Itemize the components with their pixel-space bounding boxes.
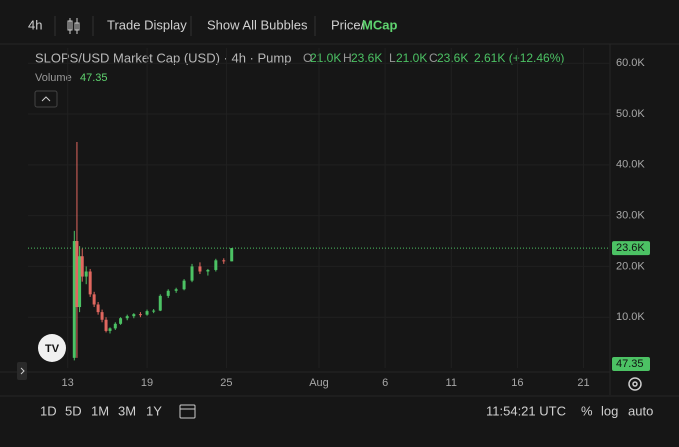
x-tick-label: 11 [446, 377, 457, 389]
volume-label-box [612, 357, 650, 371]
ohlc-l: L [389, 51, 396, 65]
log-button[interactable]: log [601, 403, 618, 418]
candle-body [72, 241, 76, 358]
range-button[interactable]: 3M [118, 403, 136, 418]
expand-icon [20, 367, 25, 375]
volume-value: 47.35 [80, 72, 108, 84]
settings-icon[interactable] [628, 377, 642, 391]
candle-body [108, 328, 112, 331]
y-tick-label: 10.0K [616, 311, 645, 323]
chevron-icon [41, 96, 51, 102]
y-tick-label: 20.0K [616, 260, 645, 272]
volume-label: Volume [35, 72, 72, 84]
candle-body [230, 248, 234, 262]
candle-body [92, 294, 96, 305]
price-label: 23.6K [616, 242, 645, 254]
tv-logo: TV [38, 334, 66, 362]
candle-body [119, 318, 123, 324]
candle-body [222, 260, 226, 262]
x-tick-label: 6 [382, 377, 388, 389]
x-tick-label: 16 [511, 377, 523, 389]
x-tick-label: 13 [62, 377, 74, 389]
volume-axis-label: 47.35 [616, 358, 644, 370]
bubbles-button[interactable]: Show All Bubbles [207, 17, 308, 32]
y-tick-label: 30.0K [616, 210, 645, 222]
ohlc-h: H [343, 51, 352, 65]
collapse-button[interactable] [34, 90, 58, 108]
price-toggle[interactable]: Price/ [331, 17, 365, 32]
candle-body [190, 266, 194, 281]
interval-button[interactable]: 4h [28, 17, 42, 32]
ohlc-o: O [303, 51, 312, 65]
ohlc-open: 21.0K [310, 51, 341, 65]
x-tick-label: 21 [577, 377, 589, 389]
auto-button[interactable]: auto [628, 403, 653, 418]
y-tick-label: 40.0K [616, 159, 645, 171]
ohlc-c: C [429, 51, 438, 65]
candle-body [198, 266, 202, 272]
candle-body [214, 260, 218, 270]
mcap-toggle[interactable]: MCap [362, 17, 397, 32]
x-tick-label: 25 [220, 377, 232, 389]
candle-body [182, 280, 186, 290]
candle-body [78, 256, 82, 308]
percent-button[interactable]: % [581, 403, 593, 418]
candle-body [113, 323, 117, 329]
x-tick-label: 19 [141, 377, 153, 389]
candle-body [104, 319, 108, 331]
x-tick-label: Aug [309, 377, 329, 389]
candle-body [88, 271, 92, 295]
svg-text:TV: TV [45, 343, 60, 355]
candle-body [206, 269, 210, 272]
candle-body [75, 241, 79, 308]
candle-body [125, 316, 129, 319]
candle-body [132, 314, 136, 317]
price-label-box [612, 241, 650, 256]
range-button[interactable]: 1M [91, 403, 109, 418]
candle-body [166, 290, 170, 296]
ohlc-high: 23.6K [351, 51, 382, 65]
chart-title: SLOPS/USD Market Cap (USD) · 4h · Pump [35, 50, 291, 65]
ohlc-low: 21.0K [396, 51, 427, 65]
ohlc-change: 2.61K (+12.46%) [474, 51, 564, 65]
ohlc-close: 23.6K [437, 51, 468, 65]
candle-body [96, 304, 100, 313]
calendar-icon[interactable] [179, 404, 196, 419]
y-tick-label: 60.0K [616, 57, 645, 69]
y-tick-label: 50.0K [616, 108, 645, 120]
range-button[interactable]: 1D [40, 403, 57, 418]
candle-body [158, 295, 162, 311]
expand-button[interactable] [17, 362, 27, 380]
range-button[interactable]: 5D [65, 403, 82, 418]
candle-body [174, 289, 178, 291]
candle-body [138, 314, 142, 316]
trade-display-button[interactable]: Trade Display [107, 17, 187, 32]
range-button[interactable]: 1Y [146, 403, 162, 418]
clock: 11:54:21 UTC [486, 403, 566, 418]
candle-icon[interactable] [67, 18, 80, 34]
candle-body [152, 310, 156, 312]
candle-body [145, 311, 149, 315]
candle-body [100, 312, 104, 320]
candle-body [80, 256, 84, 277]
candle-body [84, 271, 88, 277]
